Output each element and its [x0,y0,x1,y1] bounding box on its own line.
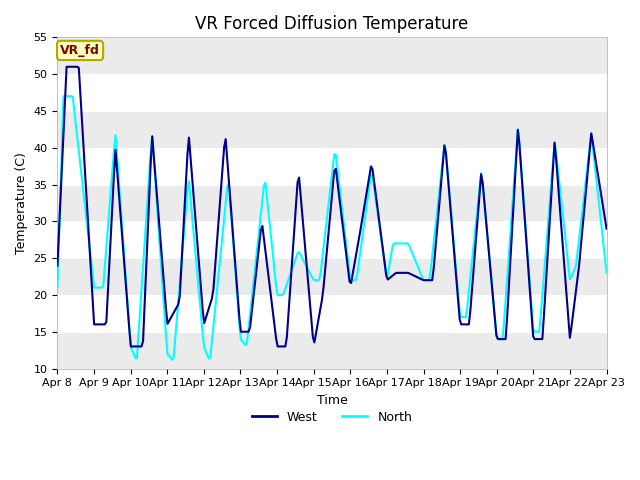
North [248,296,255,302]
West [239,329,246,335]
West [122,287,130,292]
West [63,64,70,70]
North [239,339,246,345]
North [60,93,67,99]
Text: VR_fd: VR_fd [60,44,100,57]
Line: West: West [58,67,607,347]
West [54,263,61,268]
West [220,144,228,150]
North [297,252,305,258]
North [220,216,228,221]
West [297,192,305,198]
West [127,344,134,349]
West [603,226,611,231]
Y-axis label: Temperature (C): Temperature (C) [15,152,28,254]
Bar [58,111,607,148]
Bar [58,37,607,74]
North [575,237,583,242]
Bar [58,184,607,221]
North [54,285,61,290]
X-axis label: Time: Time [317,394,348,407]
North [603,270,611,276]
West [575,263,583,269]
North [122,282,130,288]
North [168,357,176,362]
West [248,310,255,316]
Bar [58,332,607,369]
Bar [58,258,607,295]
Title: VR Forced Diffusion Temperature: VR Forced Diffusion Temperature [195,15,468,33]
Line: North: North [58,96,607,360]
Legend: West, North: West, North [246,406,417,429]
